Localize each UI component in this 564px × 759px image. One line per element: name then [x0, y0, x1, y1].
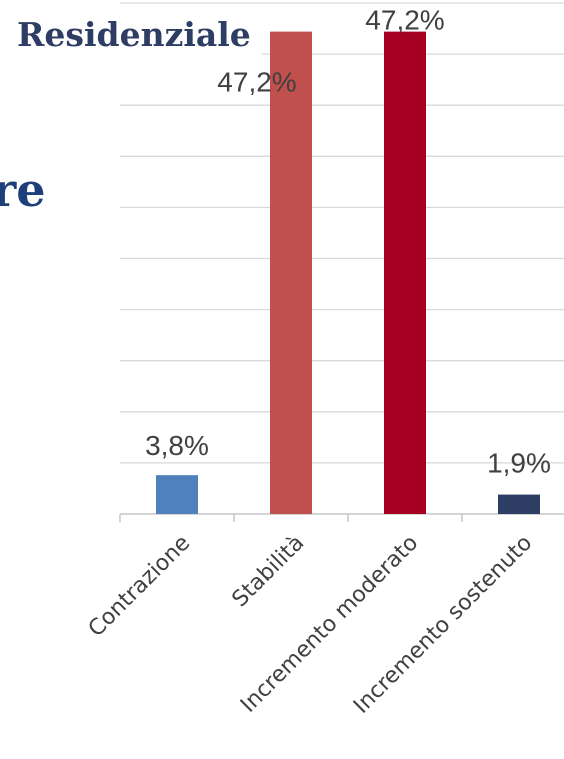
bar-3 [384, 31, 426, 515]
bars [156, 31, 540, 515]
category-label-1: Contrazione [84, 531, 195, 642]
x-axis [119, 513, 564, 522]
chart-title: Residenziale [17, 15, 251, 54]
value-label-4: 1,9% [487, 448, 551, 479]
value-label-2: 47,2% [217, 67, 296, 98]
category-label-2: Stabilità [228, 531, 310, 613]
value-label-3: 47,2% [365, 5, 444, 36]
bar-1 [156, 475, 198, 514]
bar-2 [270, 31, 312, 515]
value-labels: 3,8% 47,2% 47,2% 1,9% [145, 5, 551, 479]
title-background [10, 8, 262, 56]
value-label-1: 3,8% [145, 430, 209, 461]
bar-4 [498, 494, 540, 514]
gridlines [120, 2, 564, 515]
side-text: re [0, 163, 46, 217]
